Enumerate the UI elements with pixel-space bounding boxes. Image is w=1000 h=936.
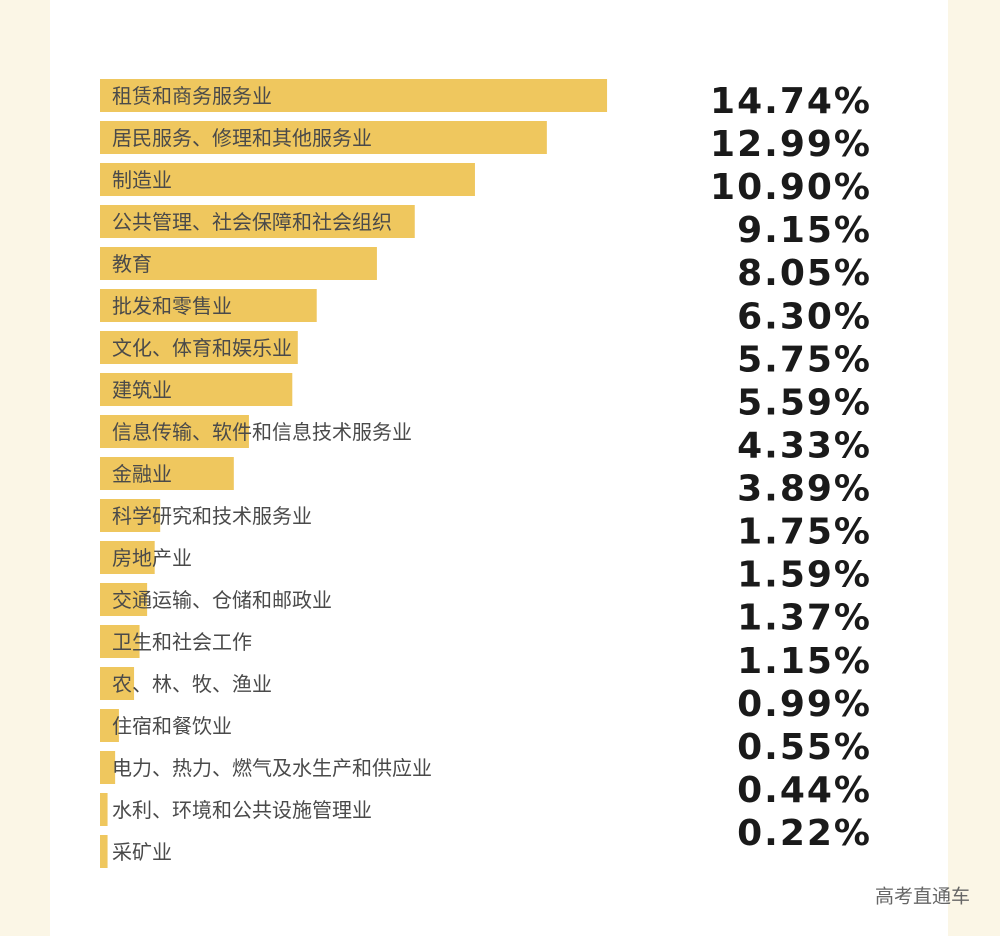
bar	[100, 667, 135, 700]
category-label: 信息传输、软件和信息技术服务业	[112, 420, 412, 444]
category-label: 公共管理、社会保障和社会组织	[112, 210, 392, 234]
value-label: 0.55%	[737, 727, 872, 768]
category-label: 农、林、牧、渔业	[112, 672, 272, 696]
bar	[100, 121, 547, 154]
bar	[100, 499, 161, 532]
category-label: 卫生和社会工作	[112, 630, 252, 654]
category-label: 文化、体育和娱乐业	[112, 336, 292, 360]
value-label: 1.37%	[737, 598, 872, 639]
value-label: 0.99%	[737, 684, 872, 725]
category-label: 批发和零售业	[112, 294, 232, 318]
value-label: 6.30%	[737, 296, 872, 337]
bar	[100, 163, 475, 196]
bar	[100, 247, 377, 280]
value-label: 1.59%	[737, 555, 872, 596]
value-label: 4.33%	[737, 425, 872, 466]
bar	[100, 415, 249, 448]
bar	[100, 289, 317, 322]
bar	[100, 583, 148, 616]
category-label: 采矿业	[112, 840, 172, 864]
category-label: 金融业	[112, 462, 172, 486]
category-label: 住宿和餐饮业	[112, 714, 232, 738]
value-label: 8.05%	[737, 253, 872, 294]
category-label: 居民服务、修理和其他服务业	[112, 126, 372, 150]
value-label: 5.75%	[737, 339, 872, 380]
value-label: 12.99%	[710, 124, 872, 165]
category-label: 科学研究和技术服务业	[112, 504, 312, 528]
category-label: 水利、环境和公共设施管理业	[112, 798, 372, 822]
bar	[100, 541, 155, 574]
category-label: 交通运输、仓储和邮政业	[112, 588, 332, 612]
bar	[100, 709, 119, 742]
value-label: 1.75%	[737, 512, 872, 553]
category-label: 房地产业	[112, 546, 192, 570]
bar	[100, 79, 608, 112]
value-label: 0.44%	[737, 770, 872, 811]
value-label: 0.22%	[737, 813, 872, 854]
category-label: 教育	[112, 252, 152, 276]
bar	[100, 331, 298, 364]
category-label: 电力、热力、燃气及水生产和供应业	[112, 756, 432, 780]
value-label: 14.74%	[710, 81, 872, 122]
category-label: 建筑业	[112, 378, 172, 402]
value-label: 10.90%	[710, 167, 872, 208]
value-label: 3.89%	[737, 469, 872, 510]
bar	[100, 205, 415, 238]
bar	[100, 751, 116, 784]
watermark: 高考直通车	[875, 886, 970, 908]
category-label: 制造业	[112, 168, 172, 192]
bar	[100, 835, 108, 868]
bar	[100, 793, 108, 826]
bar	[100, 625, 140, 658]
value-label: 1.15%	[737, 641, 872, 682]
value-label: 9.15%	[737, 210, 872, 251]
bar	[100, 373, 293, 406]
bar	[100, 457, 234, 490]
value-label: 5.59%	[737, 382, 872, 423]
category-label: 租赁和商务服务业	[112, 84, 272, 108]
